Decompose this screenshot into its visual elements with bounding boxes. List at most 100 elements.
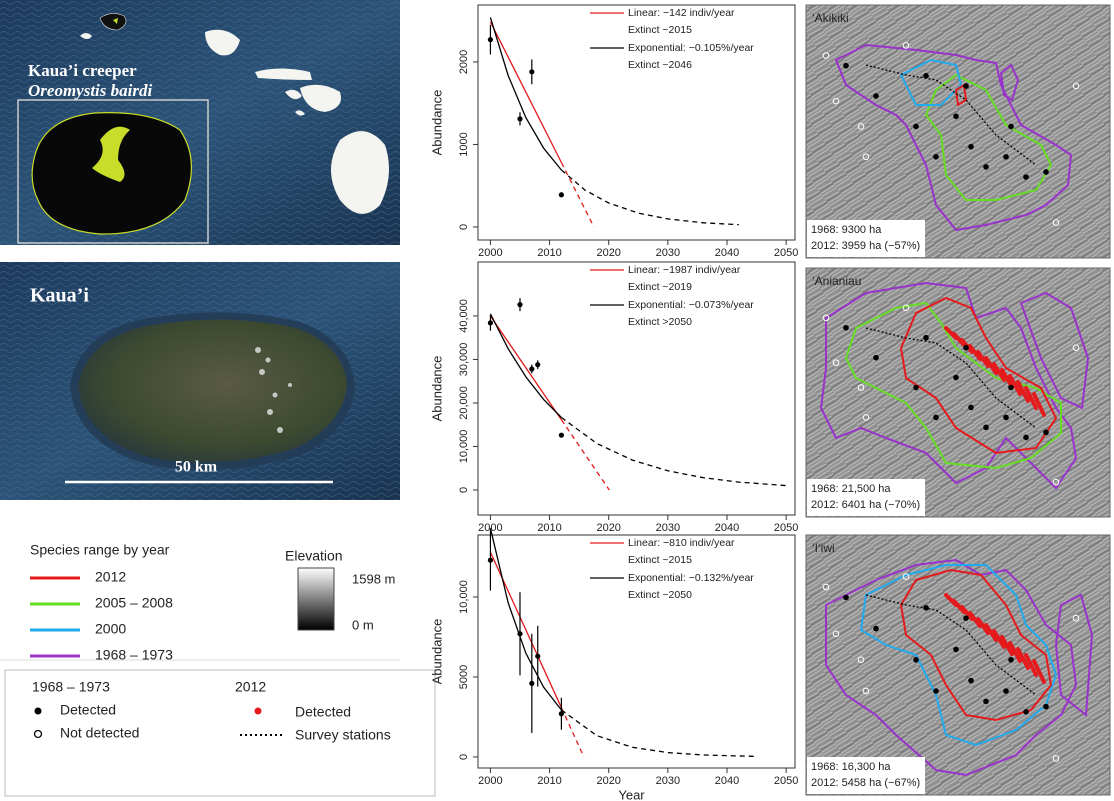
legend-note: Extinct ~2019	[628, 281, 692, 293]
x-tick-label: 2000	[478, 775, 502, 787]
detected-point	[933, 688, 939, 694]
area-new: 2012: 3959 ha (−57%)	[811, 240, 920, 252]
detected-point	[843, 595, 849, 601]
legend-label: Detected	[60, 702, 116, 718]
x-tick-label: 2040	[715, 247, 739, 259]
detected-point	[933, 415, 939, 421]
data-point	[488, 558, 493, 563]
data-point	[517, 116, 522, 121]
legend-label: 1968 – 1973	[95, 647, 173, 663]
y-tick-label: 10,000	[458, 580, 470, 614]
detected-point	[1023, 709, 1029, 715]
y-tick-label: 10,000	[458, 430, 470, 464]
y-tick-label: 20,000	[458, 386, 470, 420]
y-tick-label: 30,000	[458, 343, 470, 377]
figure: Kaua’i creeper Oreomystis bairdi Kaua’i …	[0, 0, 1114, 801]
hawaii-map: Kaua’i creeper Oreomystis bairdi	[0, 0, 400, 245]
y-tick-label: 5000	[458, 665, 470, 689]
detected-point	[913, 124, 919, 130]
legend-symbol	[35, 708, 42, 715]
detected-point	[1003, 415, 1009, 421]
x-tick-label: 2050	[774, 522, 798, 534]
plot-frame	[478, 5, 795, 240]
data-point	[488, 37, 493, 42]
detected-point	[1008, 385, 1014, 391]
x-tick-label: 2010	[537, 522, 561, 534]
legend-label: Not detected	[60, 725, 139, 741]
detected-point	[983, 425, 989, 431]
data-point	[488, 320, 493, 325]
species-label: ‘Akikiki	[812, 11, 849, 25]
elevation-min: 0 m	[352, 617, 374, 632]
legend-note: Extinct ~2050	[628, 589, 692, 601]
legend-label: Linear: −142 indiv/year	[628, 7, 735, 19]
detected-point	[1023, 174, 1029, 180]
detected-point	[968, 678, 974, 684]
y-tick-label: 2000	[458, 50, 470, 74]
data-point	[535, 654, 540, 659]
data-point	[535, 362, 540, 367]
data-point	[559, 192, 564, 197]
area-old: 1968: 21,500 ha	[811, 483, 891, 495]
x-tick-label: 2010	[537, 247, 561, 259]
x-axis-label: Year	[618, 787, 645, 801]
detected-point	[968, 405, 974, 411]
legend-label: 2005 – 2008	[95, 595, 173, 611]
detected-point	[953, 647, 959, 653]
y-tick-label: 40,000	[458, 299, 470, 333]
detected-point	[923, 335, 929, 341]
detected-point	[933, 154, 939, 160]
range-map: ‘I‘iwi1968: 16,300 ha2012: 5458 ha (−67%…	[806, 535, 1110, 795]
y-tick-label: 0	[458, 487, 470, 493]
x-tick-label: 2000	[478, 247, 502, 259]
detected-point	[1003, 688, 1009, 694]
detected-point	[873, 93, 879, 99]
legend-label: Survey stations	[295, 727, 391, 743]
x-tick-label: 2010	[537, 775, 561, 787]
legend-label: Detected	[295, 704, 351, 720]
detected-point	[1008, 657, 1014, 663]
points-legend: 1968 – 1973 Detected Not detected 2012 D…	[5, 670, 435, 796]
detected-point	[1043, 169, 1049, 175]
legend-symbol	[35, 731, 42, 738]
x-tick-label: 2030	[656, 247, 680, 259]
scale-label: 50 km	[175, 459, 218, 476]
data-point	[529, 681, 534, 686]
y-tick-label: 1000	[458, 132, 470, 156]
latin-name: Oreomystis bairdi	[28, 81, 152, 100]
x-tick-label: 2040	[715, 775, 739, 787]
y-axis-label: Abundance	[429, 356, 444, 422]
kauai-map: Kaua’i 50 km	[0, 262, 400, 500]
data-point	[529, 69, 534, 74]
detected-point	[953, 375, 959, 381]
island-label: Kaua’i	[30, 285, 89, 307]
legend-note: Extinct ~2015	[628, 24, 692, 36]
detected-point	[923, 73, 929, 79]
data-point	[559, 433, 564, 438]
x-tick-label: 2030	[656, 775, 680, 787]
species-name: Kaua’i creeper	[28, 61, 137, 80]
detected-point	[913, 657, 919, 663]
detected-point	[983, 164, 989, 170]
detected-point	[843, 325, 849, 331]
detected-point	[963, 345, 969, 351]
x-tick-label: 2050	[774, 247, 798, 259]
legend-note: Extinct ~2046	[628, 59, 692, 71]
detected-point	[953, 114, 959, 120]
legend-label: 2000	[95, 621, 126, 637]
y-tick-label: 0	[458, 754, 470, 760]
legend-label: Exponential: −0.073%/year	[628, 299, 754, 311]
area-new: 2012: 5458 ha (−67%)	[811, 777, 920, 789]
data-point	[517, 302, 522, 307]
detected-point	[923, 605, 929, 611]
area-old: 1968: 16,300 ha	[811, 761, 891, 773]
detected-point	[873, 355, 879, 361]
terrain	[806, 535, 1110, 795]
legend-symbol	[255, 708, 262, 715]
area-old: 1968: 9300 ha	[811, 224, 882, 236]
detected-point	[963, 83, 969, 89]
data-point	[517, 631, 522, 636]
detected-point	[873, 626, 879, 632]
x-tick-label: 2030	[656, 522, 680, 534]
